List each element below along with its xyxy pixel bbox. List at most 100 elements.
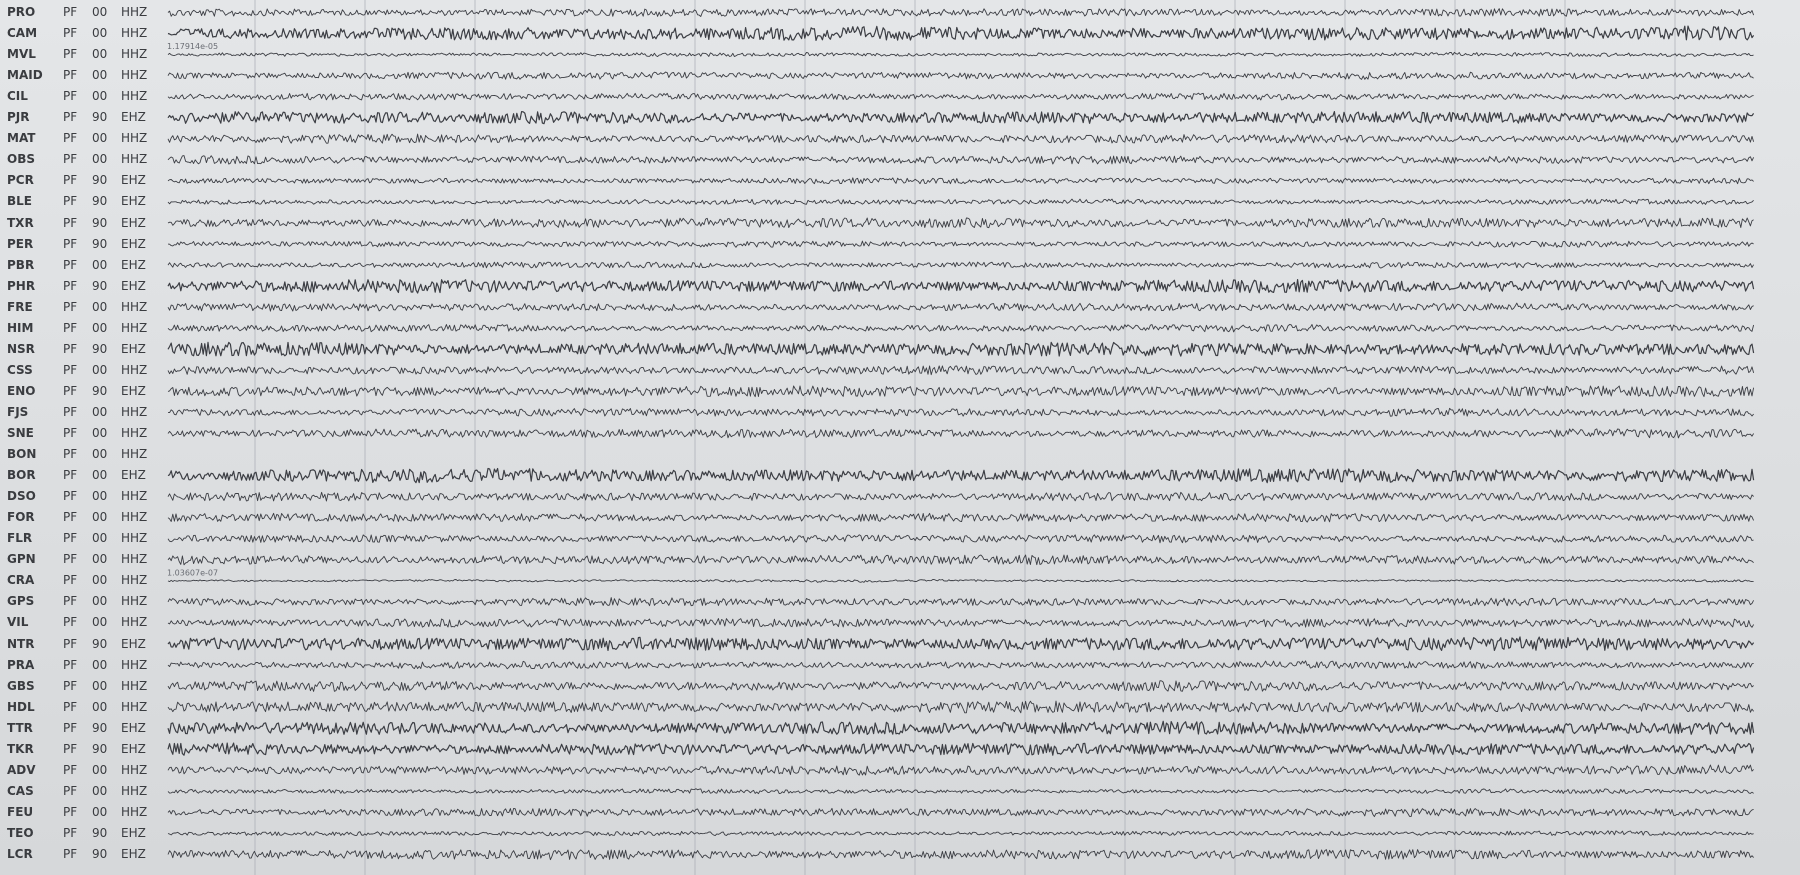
waveform-trace[interactable] [167, 554, 1754, 566]
location-code: 00 [92, 131, 108, 146]
network-code: PF [63, 783, 78, 798]
channel-label[interactable]: CSS PF 00 HHZ [0, 360, 168, 381]
waveform-trace[interactable] [167, 25, 1755, 41]
location-code: 00 [92, 404, 108, 419]
channel-label[interactable]: MAID PF 00 HHZ [0, 65, 168, 86]
channel-code: HHZ [121, 489, 148, 504]
location-code: 00 [92, 510, 108, 525]
channel-label[interactable]: FLR PF 00 HHZ [0, 528, 168, 549]
waveform-trace[interactable] [167, 261, 1754, 269]
waveform-trace[interactable] [167, 302, 1754, 312]
channel-label[interactable]: VIL PF 00 HHZ [0, 612, 168, 633]
location-code: 00 [92, 68, 108, 83]
waveform-trace[interactable] [167, 636, 1755, 651]
waveform-trace[interactable] [167, 680, 1754, 692]
waveform-trace[interactable] [167, 240, 1754, 248]
waveform-trace[interactable] [167, 92, 1754, 101]
channel-label[interactable]: CRA PF 00 HHZ [0, 570, 168, 591]
network-code: PF [63, 5, 78, 19]
network-code: PF [63, 510, 78, 525]
channel-label[interactable]: PHR PF 90 EHZ [0, 276, 168, 297]
waveform-trace[interactable] [167, 133, 1755, 144]
waveform-trace[interactable] [167, 217, 1754, 229]
channel-label[interactable]: CAS PF 00 HHZ [0, 781, 168, 802]
network-code: PF [63, 426, 78, 440]
waveform-trace[interactable] [167, 341, 1755, 357]
channel-label[interactable]: GPN PF 00 HHZ [0, 549, 168, 570]
waveform-trace[interactable] [167, 788, 1754, 795]
channel-label[interactable]: CIL PF 00 HHZ [0, 86, 168, 107]
channel-label[interactable]: BON PF 00 HHZ [0, 444, 168, 465]
channel-label[interactable]: SNE PF 00 HHZ [0, 423, 168, 444]
channel-label[interactable]: MVL PF 00 HHZ [0, 44, 168, 65]
channel-label[interactable]: ADV PF 00 HHZ [0, 760, 168, 781]
waveform-trace[interactable] [167, 177, 1754, 185]
waveform-trace[interactable] [167, 428, 1754, 439]
channel-label[interactable]: TKR PF 90 EHZ [0, 739, 168, 760]
waveform-trace[interactable] [167, 849, 1754, 861]
channel-label[interactable]: PCR PF 90 EHZ [0, 170, 168, 191]
channel-label[interactable]: FEU PF 00 HHZ [0, 802, 168, 823]
waveform-trace[interactable] [167, 618, 1754, 628]
waveform-trace[interactable] [167, 830, 1754, 837]
channel-label[interactable]: BOR PF 00 EHZ [0, 465, 168, 486]
channel-label[interactable]: TEO PF 90 EHZ [0, 823, 168, 844]
channel-label[interactable]: PJR PF 90 EHZ [0, 107, 168, 128]
channel-label[interactable]: GPS PF 00 HHZ [0, 591, 168, 612]
station-code: PER [7, 236, 34, 251]
waveform-trace[interactable] [167, 71, 1754, 80]
location-code: 00 [92, 426, 108, 440]
waveform-trace[interactable] [167, 764, 1754, 776]
channel-label[interactable]: BLE PF 90 EHZ [0, 191, 168, 212]
channel-label[interactable]: HIM PF 00 HHZ [0, 318, 168, 339]
waveform-trace[interactable] [167, 385, 1755, 398]
channel-label[interactable]: FOR PF 00 HHZ [0, 507, 168, 528]
channel-label[interactable]: PBR PF 00 EHZ [0, 255, 168, 276]
network-code: PF [63, 657, 78, 672]
waveform-trace[interactable] [167, 742, 1755, 756]
waveform-trace[interactable] [167, 198, 1754, 205]
station-code: FLR [7, 531, 33, 546]
waveform-trace[interactable] [167, 51, 1754, 58]
channel-label[interactable]: GBS PF 00 HHZ [0, 676, 168, 697]
location-code: 00 [92, 26, 108, 41]
waveform-trace[interactable] [167, 279, 1755, 294]
channel-label[interactable]: FJS PF 00 HHZ [0, 402, 168, 423]
waveform-trace[interactable] [167, 467, 1755, 484]
channel-label[interactable]: ENO PF 90 EHZ [0, 381, 168, 402]
waveform-trace[interactable] [167, 155, 1755, 165]
channel-label[interactable]: OBS PF 00 HHZ [0, 149, 168, 170]
channel-label[interactable]: TTR PF 90 EHZ [0, 718, 168, 739]
channel-label[interactable]: FRE PF 00 HHZ [0, 297, 168, 318]
channel-label[interactable]: HDL PF 00 HHZ [0, 697, 168, 718]
waveform-trace[interactable] [167, 720, 1755, 735]
network-code: PF [63, 26, 78, 41]
waveform-trace[interactable] [167, 491, 1754, 502]
location-code: 90 [92, 636, 108, 651]
channel-label[interactable]: CAM PF 00 HHZ [0, 23, 168, 44]
channel-label[interactable]: LCR PF 90 EHZ [0, 844, 168, 865]
waveform-trace[interactable] [167, 111, 1755, 125]
waveform-trace[interactable] [167, 512, 1755, 523]
channel-label[interactable]: MAT PF 00 HHZ [0, 128, 168, 149]
channel-code: HHZ [121, 89, 148, 104]
waveform-trace[interactable] [167, 700, 1754, 714]
channel-label[interactable]: NSR PF 90 EHZ [0, 339, 168, 360]
waveform-trace[interactable] [167, 365, 1755, 376]
waveform-trace[interactable] [167, 407, 1754, 417]
channel-label[interactable]: DSO PF 00 HHZ [0, 486, 168, 507]
channel-label[interactable]: PER PF 90 EHZ [0, 234, 168, 255]
channel-label[interactable]: NTR PF 90 EHZ [0, 634, 168, 655]
waveform-trace[interactable] [167, 578, 1754, 583]
channel-code: EHZ [121, 110, 146, 125]
waveform-trace[interactable] [167, 597, 1754, 607]
channel-label[interactable]: PRO PF 00 HHZ [0, 2, 168, 23]
waveform-trace[interactable] [167, 534, 1754, 544]
waveform-trace[interactable] [167, 660, 1754, 670]
waveform-trace[interactable] [167, 324, 1755, 333]
waveform-trace[interactable] [167, 807, 1754, 818]
channel-label[interactable]: TXR PF 90 EHZ [0, 213, 168, 234]
waveform-trace[interactable] [167, 8, 1755, 17]
channel-label[interactable]: PRA PF 00 HHZ [0, 655, 168, 676]
